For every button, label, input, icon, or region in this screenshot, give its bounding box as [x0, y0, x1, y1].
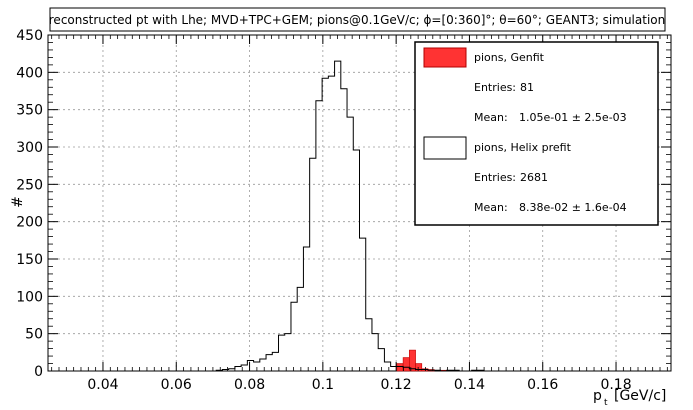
legend-label-genfit: pions, Genfit	[474, 51, 545, 64]
y-tick-label: 50	[25, 327, 43, 343]
y-tick-label: 150	[16, 252, 43, 268]
y-tick-label: 400	[16, 65, 43, 81]
x-axis-label-unit: [GeV/c]	[614, 388, 666, 404]
legend-entries-genfit: 81	[520, 81, 534, 94]
x-tick-label: 0.06	[161, 377, 192, 393]
legend-entries-label-genfit: Entries:	[474, 81, 516, 94]
x-tick-label: 0.16	[527, 377, 558, 393]
histogram-bar-genfit	[396, 363, 404, 372]
y-axis-label: #	[10, 196, 26, 208]
x-tick-label: 0.12	[381, 377, 412, 393]
x-tick-label: 0.04	[87, 377, 118, 393]
legend-entries-helix: 2681	[520, 171, 548, 184]
y-tick-label: 0	[34, 364, 43, 380]
x-tick-label: 0.08	[234, 377, 265, 393]
legend-mean-helix: 8.38e-02 ± 1.6e-04	[519, 201, 627, 214]
y-tick-label: 350	[16, 103, 43, 119]
x-axis-label-p: p	[593, 388, 602, 404]
legend-label-helix: pions, Helix prefit	[474, 141, 572, 154]
x-tick-label: 0.14	[454, 377, 485, 393]
x-axis-label: p t [GeV/c]	[593, 388, 666, 408]
x-tick-label: 0.1	[312, 377, 334, 393]
histogram-bar-genfit	[415, 363, 423, 372]
legend: pions, Genfit Entries: 81 Mean: 1.05e-01…	[414, 41, 659, 226]
legend-mean-genfit: 1.05e-01 ± 2.5e-03	[519, 111, 627, 124]
histogram-bar-genfit	[409, 349, 416, 372]
legend-entries-label-helix: Entries:	[474, 171, 516, 184]
legend-swatch-genfit	[423, 47, 467, 68]
legend-swatch-helix	[423, 136, 467, 160]
x-axis-label-sub: t	[604, 398, 608, 408]
y-tick-label: 250	[16, 177, 43, 193]
y-tick-label: 200	[16, 215, 43, 231]
axes: 0.04 0.06 0.08 0.1 0.12 0.14 0.16 0.18 0 50 100 150…	[16, 28, 671, 393]
y-tick-label: 300	[16, 140, 43, 156]
legend-mean-label-helix: Mean:	[474, 201, 508, 214]
chart-title: reconstructed pt with Lhe; MVD+TPC+GEM; …	[49, 13, 665, 27]
x-tick-label: 0.18	[600, 377, 631, 393]
legend-mean-label-genfit: Mean:	[474, 111, 508, 124]
chart-title-box: reconstructed pt with Lhe; MVD+TPC+GEM; …	[49, 7, 666, 32]
legend-box	[414, 41, 659, 226]
y-tick-label: 100	[16, 289, 43, 305]
histogram-bar-genfit	[402, 357, 410, 372]
y-tick-label: 450	[16, 28, 43, 44]
